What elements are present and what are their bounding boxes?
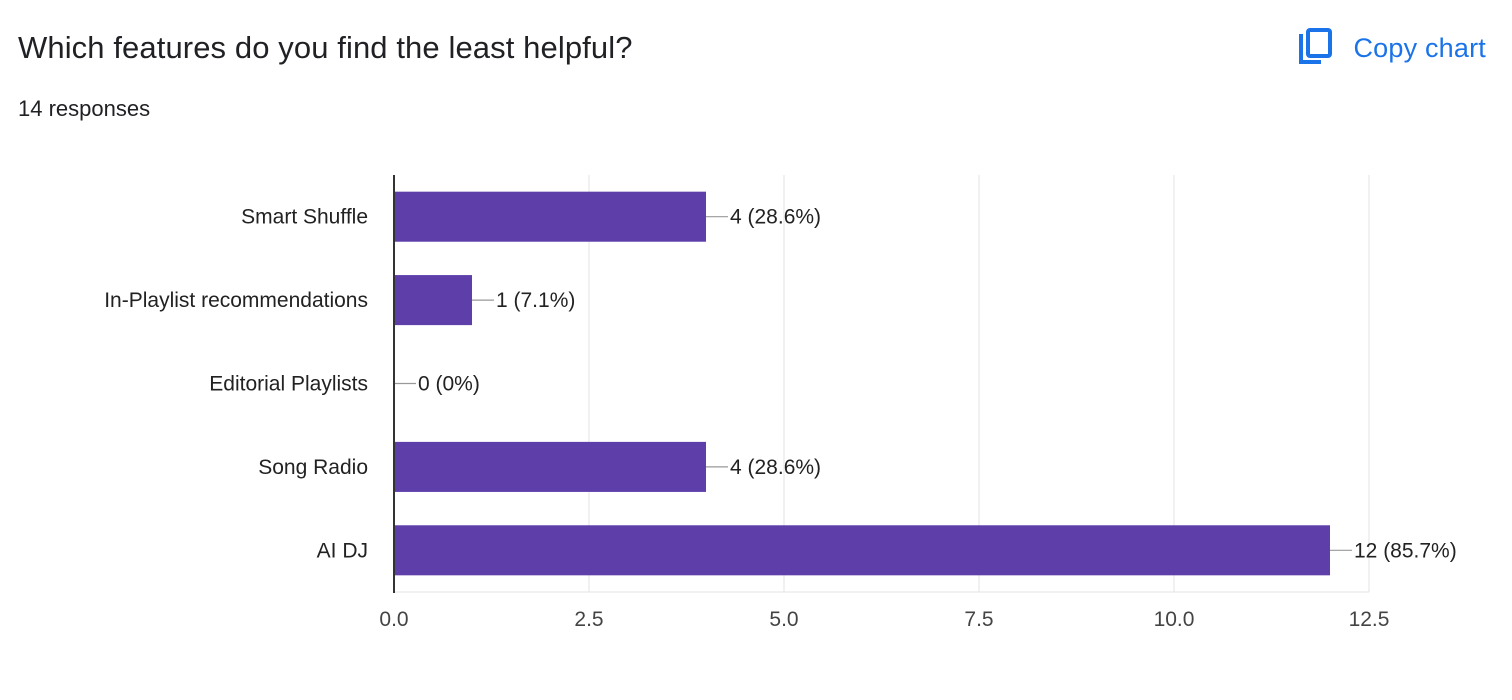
copy-chart-label: Copy chart <box>1353 32 1486 63</box>
category-label: Editorial Playlists <box>209 373 368 396</box>
category-label: AI DJ <box>317 539 368 562</box>
category-label: In-Playlist recommendations <box>104 289 368 312</box>
data-label: 4 (28.6%) <box>730 456 821 479</box>
x-tick-label: 7.5 <box>964 608 993 631</box>
x-tick-label: 5.0 <box>769 608 798 631</box>
data-label: 12 (85.7%) <box>1354 539 1457 562</box>
bar <box>394 525 1330 576</box>
data-label: 4 (28.6%) <box>730 206 821 229</box>
x-tick-label: 2.5 <box>574 608 603 631</box>
category-label: Smart Shuffle <box>241 206 368 229</box>
copy-chart-button[interactable]: Copy chart <box>1295 26 1486 70</box>
x-tick-label: 0.0 <box>379 608 408 631</box>
x-tick-label: 12.5 <box>1349 608 1390 631</box>
question-title: Which features do you find the least hel… <box>18 30 633 65</box>
data-label: 0 (0%) <box>418 373 480 396</box>
bar <box>394 191 706 242</box>
copy-icon <box>1295 26 1335 70</box>
response-count: 14 responses <box>18 96 151 121</box>
x-tick-label: 10.0 <box>1154 608 1195 631</box>
bar <box>394 441 706 492</box>
category-label: Song Radio <box>258 456 368 479</box>
bar <box>394 275 472 326</box>
data-label: 1 (7.1%) <box>496 289 575 312</box>
